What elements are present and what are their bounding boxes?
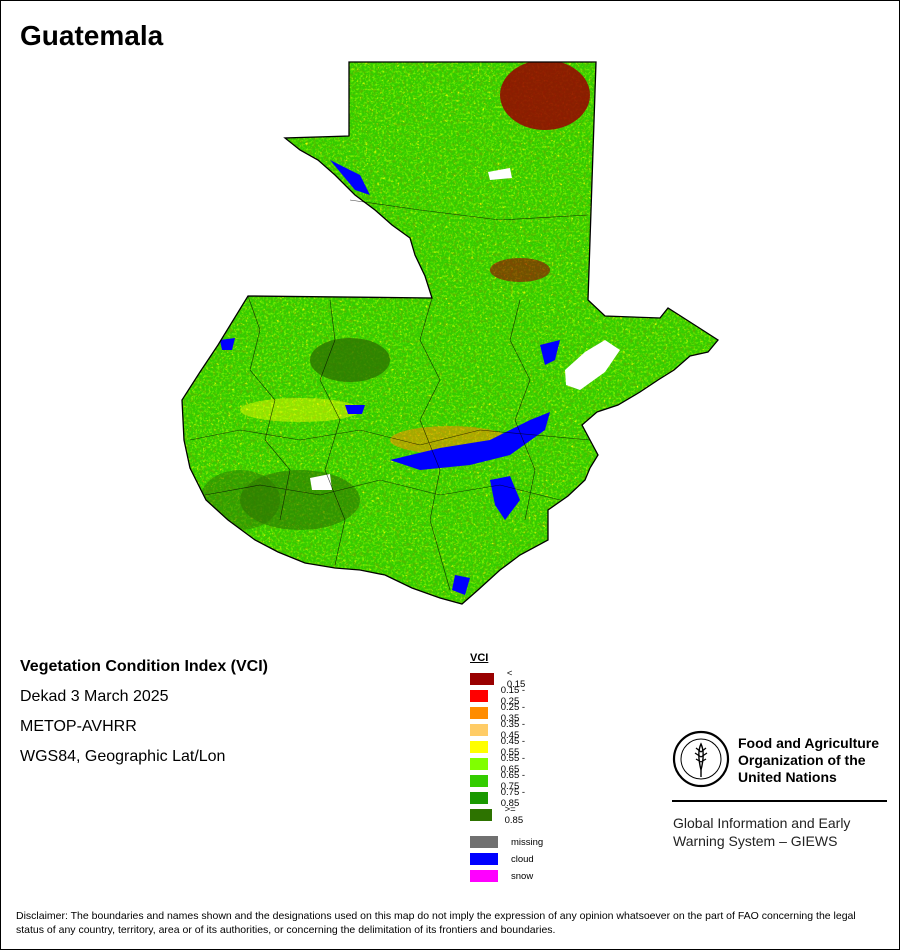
legend-swatch	[470, 724, 488, 736]
legend-item: 0.45 - 0.55	[470, 736, 530, 758]
giews-name: Global Information and Early Warning Sys…	[673, 814, 850, 850]
legend-swatch	[470, 673, 494, 685]
legend-label: cloud	[511, 853, 534, 865]
info-title: Vegetation Condition Index (VCI)	[20, 658, 268, 675]
legend-title: VCI	[470, 652, 489, 664]
legend-item: 0.35 - 0.45	[470, 719, 530, 741]
info-sensor: METOP-AVHRR	[20, 718, 137, 735]
legend-swatch	[470, 758, 488, 770]
admin-boundaries	[189, 199, 591, 591]
giews-line: Global Information and Early	[673, 815, 851, 831]
vci-legend: VCI < 0.15 0.15 - 0.25 0.25 - 0.35 0.35 …	[470, 652, 543, 882]
legend-item: 0.15 - 0.25	[470, 685, 530, 707]
info-dekad: Dekad 3 March 2025	[20, 688, 169, 705]
legend-item: < 0.15	[470, 668, 530, 690]
legend-swatch	[470, 809, 492, 821]
legend-item: cloud	[470, 852, 534, 866]
vci-raster	[182, 62, 718, 604]
legend-label: 0.75 - 0.85	[500, 787, 526, 809]
fao-name-line: United Nations	[738, 769, 837, 785]
legend-label: snow	[511, 870, 534, 882]
fao-name-line: Organization of the	[738, 752, 866, 768]
legend-item: missing	[470, 835, 543, 849]
legend-swatch	[470, 870, 498, 882]
legend-swatch	[470, 690, 488, 702]
legend-swatch	[470, 853, 498, 865]
legend-item: >= 0.85	[470, 804, 529, 826]
legend-swatch	[470, 792, 488, 804]
legend-label: 0.35 - 0.45	[500, 719, 526, 741]
legend-label: 0.55 - 0.65	[500, 753, 526, 775]
vci-map	[181, 61, 719, 605]
legend-swatch	[470, 775, 488, 787]
legend-item: 0.75 - 0.85	[470, 787, 530, 809]
legend-item: 0.65 - 0.75	[470, 770, 530, 792]
fao-logo-icon	[672, 730, 730, 788]
legend-swatch	[470, 836, 498, 848]
legend-label: < 0.15	[506, 668, 526, 690]
map-title: Guatemala	[20, 20, 164, 51]
legend-item: 0.25 - 0.35	[470, 702, 530, 724]
legend-item: snow	[470, 869, 533, 883]
legend-label: missing	[511, 836, 544, 848]
fao-name: Food and Agriculture Organization of the…	[738, 735, 879, 786]
legend-label: >= 0.85	[504, 804, 524, 826]
disclaimer: Disclaimer: The boundaries and names sho…	[16, 910, 856, 936]
legend-swatch	[470, 707, 488, 719]
divider	[672, 800, 887, 802]
legend-label: 0.65 - 0.75	[500, 770, 526, 792]
legend-label: 0.45 - 0.55	[500, 736, 526, 758]
legend-swatch	[470, 741, 488, 753]
legend-item: 0.55 - 0.65	[470, 753, 530, 775]
giews-line: Warning System – GIEWS	[673, 833, 838, 849]
info-projection: WGS84, Geographic Lat/Lon	[20, 748, 226, 765]
fao-name-line: Food and Agriculture	[738, 735, 880, 751]
legend-label: 0.25 - 0.35	[500, 702, 526, 724]
legend-label: 0.15 - 0.25	[500, 685, 526, 707]
